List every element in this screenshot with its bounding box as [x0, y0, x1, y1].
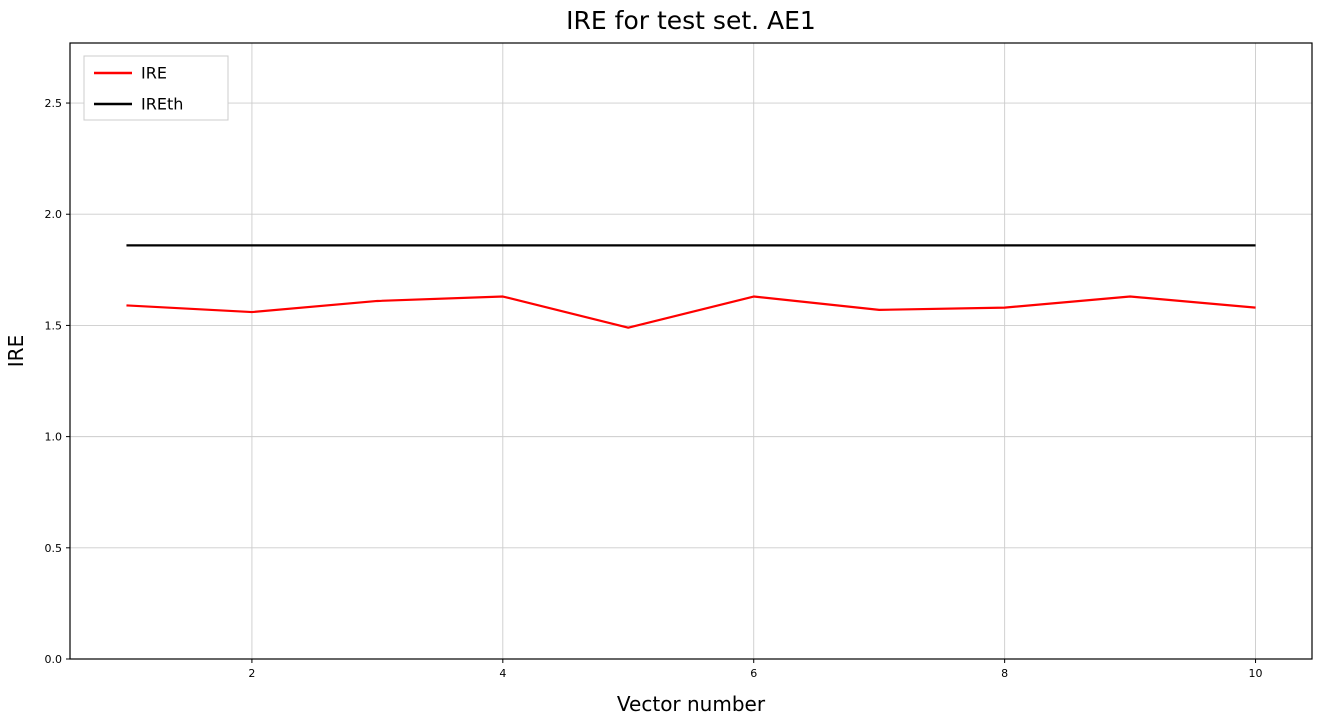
x-axis-label: Vector number — [616, 692, 766, 716]
y-tick-label: 1.5 — [45, 319, 63, 332]
y-tick-label: 0.0 — [45, 653, 63, 666]
x-tick-label: 6 — [750, 667, 757, 680]
y-tick-label: 2.5 — [45, 97, 63, 110]
legend-box — [83, 55, 229, 121]
y-tick-label: 0.5 — [45, 542, 63, 555]
x-tick-label: 2 — [248, 667, 255, 680]
x-tick-label: 10 — [1249, 667, 1263, 680]
x-tick-label: 4 — [499, 667, 506, 680]
chart-title: IRE for test set. AE1 — [566, 6, 816, 35]
series-line-ire — [126, 295, 1256, 329]
x-tick-label: 8 — [1001, 667, 1008, 680]
legend-label-ire: IRE — [141, 64, 167, 83]
plot-border — [69, 42, 1313, 660]
y-tick-label: 1.0 — [45, 431, 63, 444]
legend-label-ireth: IREth — [141, 95, 183, 114]
y-tick-label: 2.0 — [45, 208, 63, 221]
